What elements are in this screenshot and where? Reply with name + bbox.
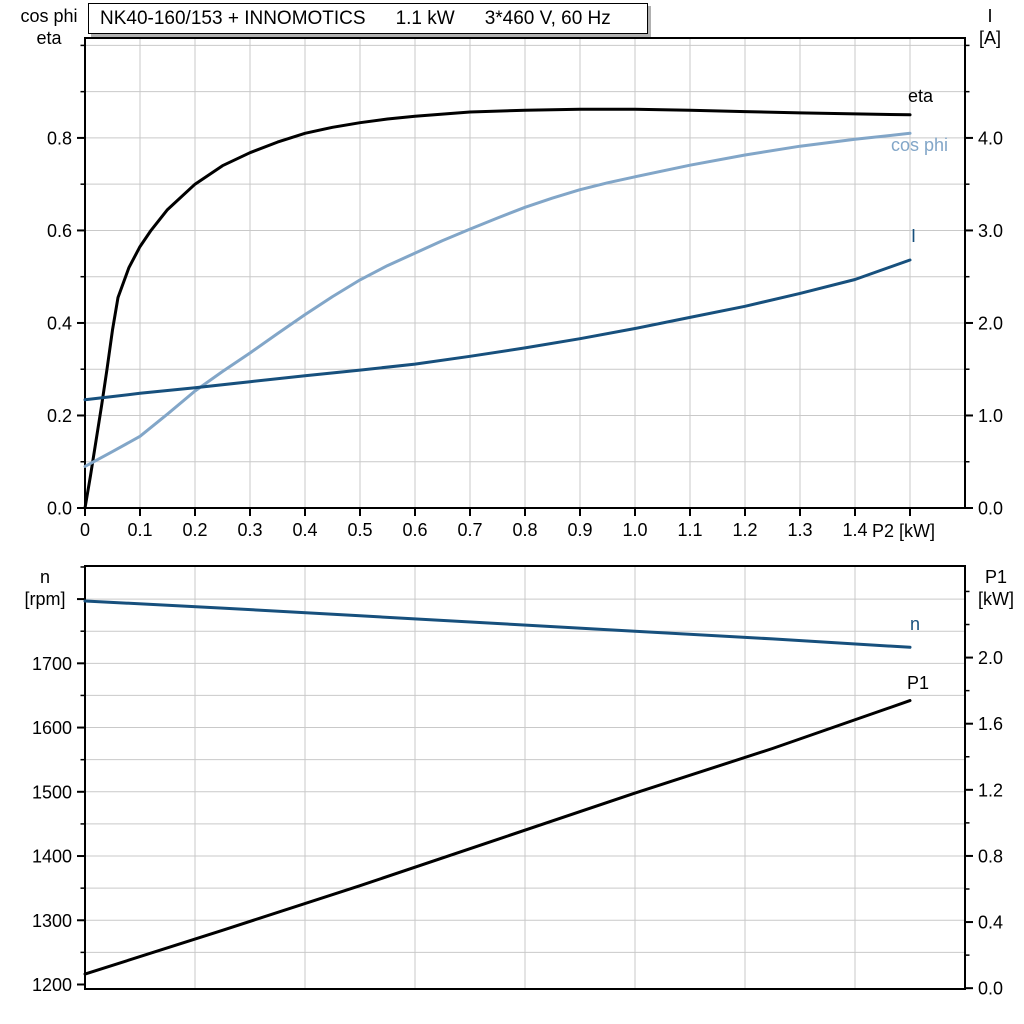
x-tick-label: 0.9 <box>567 520 592 540</box>
y-tick-label: 0.2 <box>47 406 72 426</box>
y-tick-label: 0.0 <box>978 979 1003 999</box>
curve-eta <box>83 107 912 510</box>
y-tick-label: 2.0 <box>978 648 1003 668</box>
y-tick-label: 1.6 <box>978 714 1003 734</box>
y-tick-label: 3.0 <box>978 221 1003 241</box>
x-axis-label: P2 [kW] <box>872 521 936 541</box>
y-tick-label: 0.6 <box>47 221 72 241</box>
x-tick-label: 0.2 <box>182 520 207 540</box>
y-tick-label: 1400 <box>32 847 72 867</box>
curve-cos-phi <box>83 131 912 468</box>
y-left-header-eta: eta <box>36 28 62 48</box>
y-tick-label: 0.4 <box>978 913 1003 933</box>
y-tick-label: 1200 <box>32 975 72 995</box>
x-tick-label: 0 <box>80 520 90 540</box>
x-tick-label: 1.0 <box>622 520 647 540</box>
y-tick-label: 0.8 <box>978 846 1003 866</box>
x-tick-label: 1.3 <box>787 520 812 540</box>
y-right-header-p1: P1 <box>984 567 1008 587</box>
axis-header-input-power: P1 [kW] <box>964 566 1024 610</box>
curve-I <box>83 258 912 402</box>
y-right-header-current-unit: [A] <box>978 28 1001 48</box>
curve-label-cos-phi: cos phi <box>891 135 949 155</box>
pump-model-label: NK40-160/153 + INNOMOTICS <box>100 7 366 29</box>
y-tick-label: 4.0 <box>978 128 1003 148</box>
x-tick-label: 0.7 <box>457 520 482 540</box>
plot-frame <box>84 565 966 990</box>
axis-header-cosphi-eta: cos phi eta <box>6 5 92 49</box>
curve-label-eta: eta <box>908 86 934 106</box>
y-tick-label: 0.8 <box>47 128 72 148</box>
y-tick-label: 1600 <box>32 718 72 738</box>
y-tick-label: 1300 <box>32 911 72 931</box>
y-left-header-speed: n <box>39 567 50 587</box>
axis-header-current: I [A] <box>958 5 1022 49</box>
y-left-header-speed-unit: [rpm] <box>24 589 66 609</box>
curve-P1 <box>83 699 912 976</box>
y-tick-label: 1.0 <box>978 406 1003 426</box>
curve-label-current: I <box>911 226 917 246</box>
y-right-header-current: I <box>987 6 993 26</box>
y-left-header-cos-phi: cos phi <box>20 6 78 26</box>
x-tick-label: 0.6 <box>402 520 427 540</box>
y-tick-label: 2.0 <box>978 313 1003 333</box>
x-tick-label: 1.2 <box>732 520 757 540</box>
x-tick-label: 0.3 <box>237 520 262 540</box>
x-tick-label: 1.1 <box>677 520 702 540</box>
y-tick-label: 0.4 <box>47 313 72 333</box>
y-right-header-p1-unit: [kW] <box>978 589 1014 609</box>
curve-n <box>83 599 912 649</box>
rated-power-label: 1.1 kW <box>395 7 455 29</box>
y-tick-label: 1.2 <box>978 780 1003 800</box>
x-tick-label: 0.5 <box>347 520 372 540</box>
axis-header-speed: n [rpm] <box>2 566 88 610</box>
y-tick-label: 0.0 <box>978 499 1003 519</box>
y-tick-label: 0.0 <box>47 499 72 519</box>
x-tick-label: 1.4 <box>842 520 867 540</box>
title-box: NK40-160/153 + INNOMOTICS 1.1 kW 3*460 V… <box>88 3 648 34</box>
x-tick-label: 0.8 <box>512 520 537 540</box>
y-tick-label: 1700 <box>32 654 72 674</box>
y-tick-label: 1500 <box>32 782 72 802</box>
x-tick-label: 0.1 <box>127 520 152 540</box>
curve-label-speed: n <box>910 614 921 634</box>
x-tick-label: 0.4 <box>292 520 317 540</box>
curve-label-p1: P1 <box>907 673 930 693</box>
voltage-frequency-label: 3*460 V, 60 Hz <box>484 7 611 29</box>
